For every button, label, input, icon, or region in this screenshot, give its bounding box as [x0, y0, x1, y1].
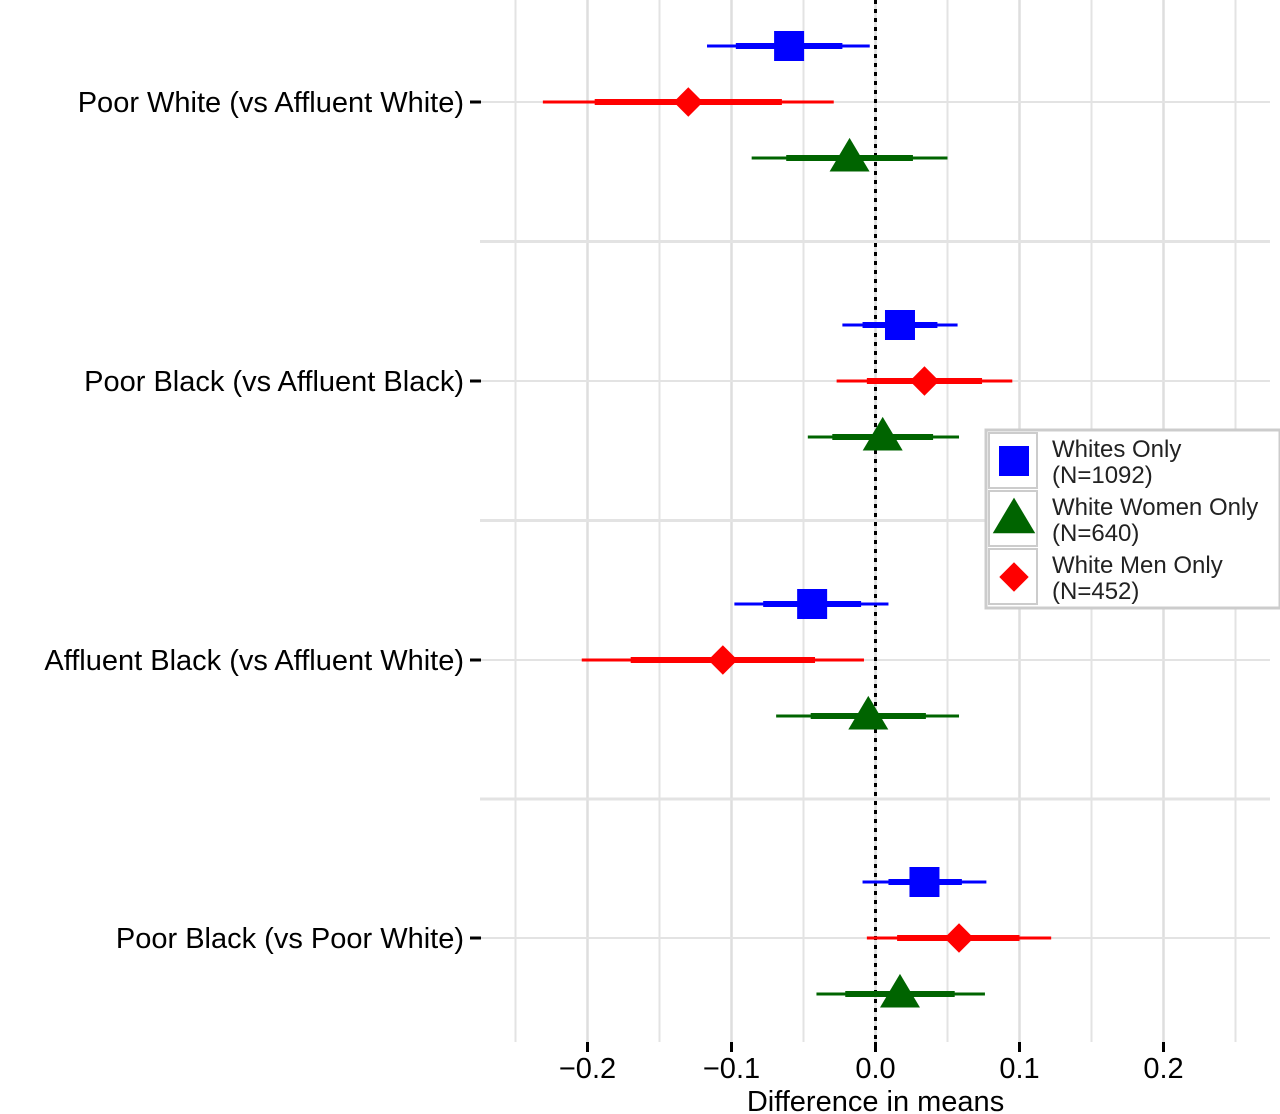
category-labels: Poor White (vs Affluent White) Poor Black… — [44, 87, 481, 955]
legend: Whites Only(N=1092)White Women Only(N=64… — [984, 428, 1280, 610]
point-whites-only — [909, 867, 940, 897]
category-label: Poor Black (vs Poor White) — [116, 923, 464, 955]
point-whites-only — [884, 310, 915, 340]
category-label: Poor Black (vs Affluent Black) — [84, 366, 464, 398]
category-label: Poor White (vs Affluent White) — [78, 87, 464, 119]
legend-item: White Men Only(N=452) — [988, 548, 1223, 605]
estimate-white-men-only — [581, 645, 864, 675]
legend-label: Whites Only — [1052, 436, 1181, 463]
estimate-white-men-only — [542, 87, 834, 117]
estimate-white-men-only — [866, 923, 1052, 953]
legend-item: White Women Only(N=640) — [988, 490, 1258, 547]
point-white-men-only — [708, 645, 738, 675]
estimate-whites-only — [862, 867, 987, 897]
legend-sample-size: (N=640) — [1052, 520, 1139, 547]
x-tick-label: 0.2 — [1143, 1053, 1183, 1085]
x-axis-ticks: −0.2 −0.1 0.0 0.1 0.2 — [559, 1042, 1184, 1085]
legend-item: Whites Only(N=1092) — [988, 432, 1181, 489]
x-axis-title: Difference in means — [747, 1086, 1004, 1114]
estimate-whites-only — [707, 31, 870, 61]
point-whites-only — [774, 31, 805, 61]
legend-label: White Men Only — [1052, 552, 1223, 579]
data-marks — [542, 31, 1052, 1008]
legend-label: White Women Only — [1052, 494, 1258, 521]
point-white-women-only — [862, 416, 903, 451]
legend-key-triangle — [992, 497, 1036, 534]
estimate-white-women-only — [807, 416, 960, 451]
legend-sample-size: (N=1092) — [1052, 462, 1153, 489]
point-whites-only — [797, 589, 828, 619]
x-tick-label: −0.2 — [559, 1053, 616, 1085]
point-white-men-only — [909, 366, 940, 396]
point-white-women-only — [879, 973, 920, 1008]
estimate-white-women-only — [776, 695, 960, 730]
point-white-men-only — [944, 923, 974, 953]
legend-key-square — [999, 446, 1029, 476]
legend-sample-size: (N=452) — [1052, 578, 1139, 605]
point-white-women-only — [848, 695, 889, 730]
point-white-men-only — [673, 87, 703, 117]
x-tick-label: 0.1 — [999, 1053, 1039, 1085]
estimate-white-women-only — [751, 137, 948, 172]
x-tick-label: −0.1 — [703, 1053, 760, 1085]
estimate-whites-only — [842, 310, 958, 340]
estimate-white-men-only — [836, 366, 1013, 396]
x-tick-label: 0.0 — [855, 1053, 895, 1085]
point-white-women-only — [829, 137, 870, 172]
estimate-white-women-only — [816, 973, 985, 1008]
category-label: Affluent Black (vs Affluent White) — [44, 645, 464, 677]
legend-key-diamond — [999, 562, 1029, 592]
estimate-whites-only — [734, 589, 889, 619]
